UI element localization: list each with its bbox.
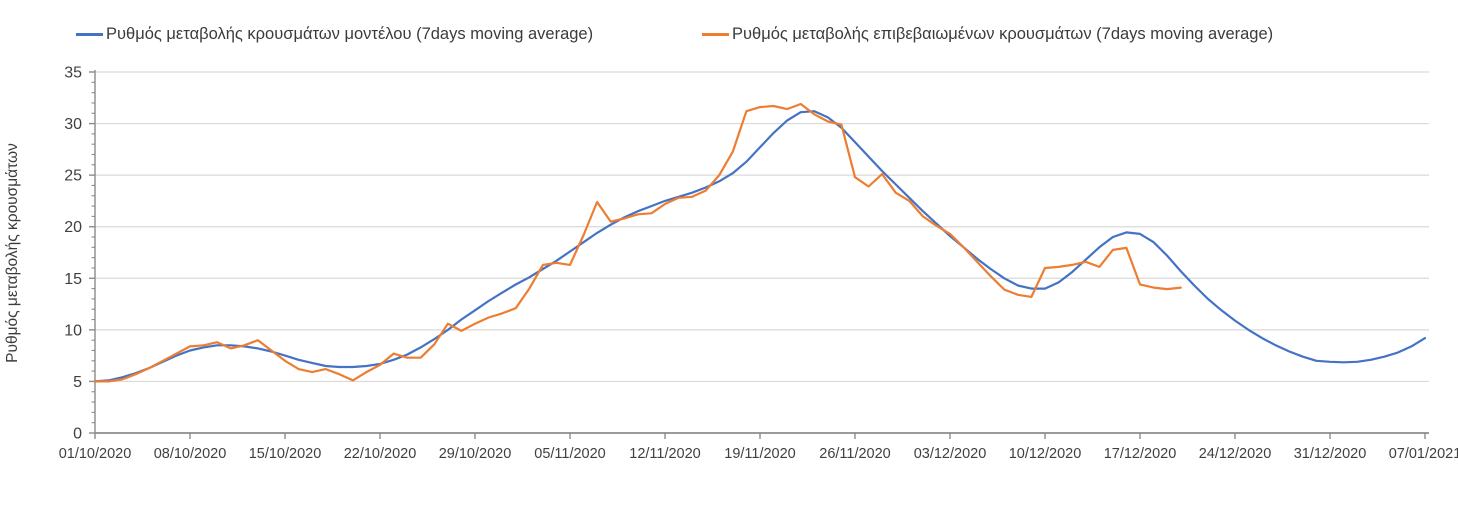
y-tick-label-20: 20: [64, 219, 82, 236]
x-tick-label-10: 10/12/2020: [1009, 446, 1082, 462]
y-tick-label-10: 10: [64, 322, 82, 339]
legend-line-swatch-confirmed: [702, 33, 729, 36]
x-tick-label-1: 08/10/2020: [154, 446, 227, 462]
legend-label-confirmed: Ρυθμός μεταβολής επιβεβαιωμένων κρουσμάτ…: [732, 25, 1274, 43]
x-tick-label-13: 31/12/2020: [1294, 446, 1367, 462]
axis-ticks: [89, 71, 1426, 439]
x-tick-label-2: 15/10/2020: [249, 446, 322, 462]
chart-legend: Ρυθμός μεταβολής κρουσμάτων μοντέλου (7d…: [0, 0, 1458, 52]
y-tick-label-5: 5: [73, 374, 82, 391]
x-tick-label-3: 22/10/2020: [344, 446, 417, 462]
axes: [94, 70, 1429, 434]
x-tick-label-8: 26/11/2020: [819, 446, 891, 462]
x-tick-label-5: 05/11/2020: [534, 446, 606, 462]
legend-label-model: Ρυθμός μεταβολής κρουσμάτων μοντέλου (7d…: [106, 25, 594, 43]
gridlines: [95, 71, 1429, 383]
x-tick-label-0: 01/10/2020: [59, 446, 132, 462]
y-tick-label-30: 30: [64, 116, 82, 133]
y-tick-label-35: 35: [64, 65, 82, 82]
x-tick-label-12: 24/12/2020: [1199, 446, 1272, 462]
x-tick-label-7: 19/11/2020: [724, 446, 796, 462]
y-axis-title: Ρυθμός μεταβολής κρουσμάτων: [4, 143, 21, 363]
x-tick-label-6: 12/11/2020: [629, 446, 701, 462]
x-tick-label-4: 29/10/2020: [439, 446, 512, 462]
legend-line-swatch-model: [76, 33, 103, 36]
y-tick-labels: 0 5 10 15 20 25 30 35: [64, 65, 82, 443]
legend-item-model: Ρυθμός μεταβολής κρουσμάτων μοντέλου (7d…: [76, 25, 593, 44]
x-tick-label-9: 03/12/2020: [914, 446, 987, 462]
model-series-line: [93, 110, 1427, 383]
y-tick-label-15: 15: [64, 271, 82, 288]
y-tick-label-25: 25: [64, 168, 82, 185]
x-tick-label-11: 17/12/2020: [1104, 446, 1177, 462]
confirmed-series-line: [93, 102, 1182, 383]
x-tick-label-14: 07/01/2021: [1389, 446, 1458, 462]
y-tick-label-0: 0: [73, 426, 82, 443]
legend-item-confirmed: Ρυθμός μεταβολής επιβεβαιωμένων κρουσμάτ…: [702, 25, 1273, 44]
x-tick-labels: 01/10/2020 08/10/2020 15/10/2020 22/10/2020…: [59, 446, 1458, 462]
series-lines: [93, 102, 1427, 383]
